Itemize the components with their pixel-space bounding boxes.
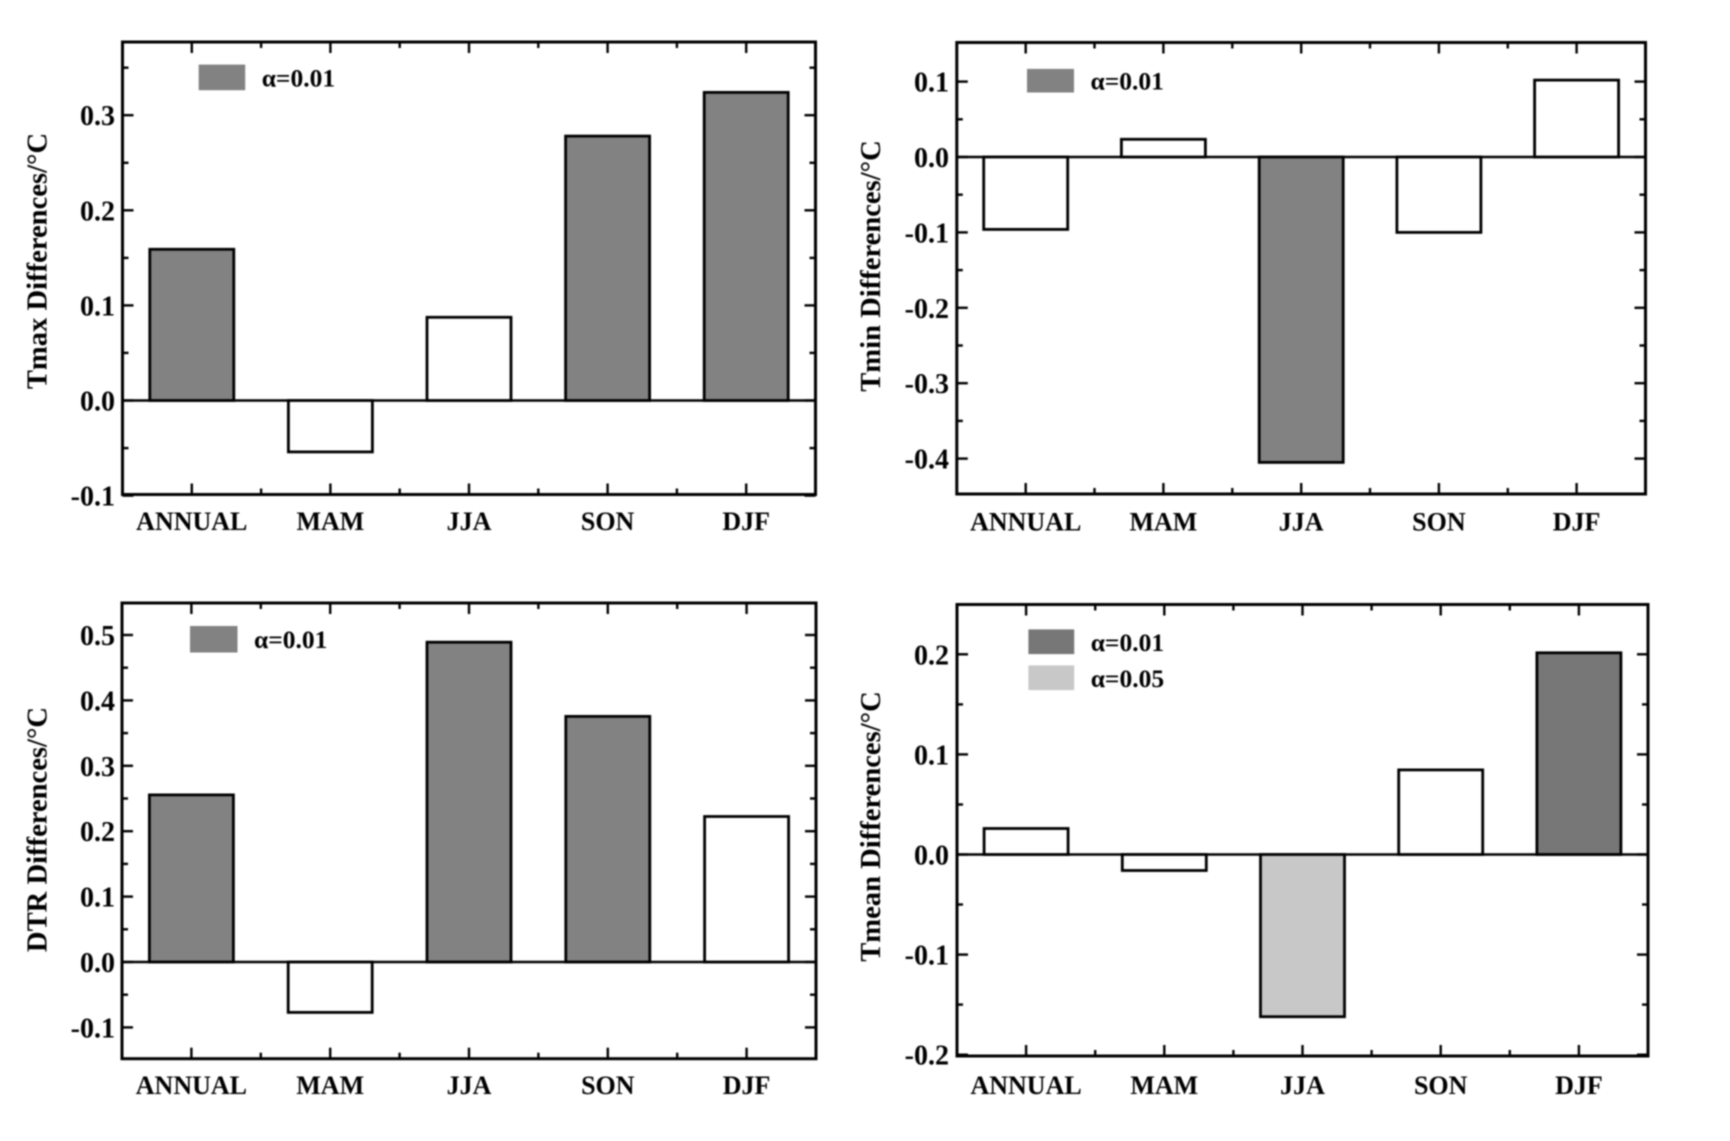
svg-text:0.0: 0.0: [80, 948, 115, 979]
svg-text:Tmean Differences/°C: Tmean Differences/°C: [856, 691, 887, 962]
svg-text:ANNUAL: ANNUAL: [970, 1071, 1081, 1100]
svg-text:0.0: 0.0: [914, 841, 949, 872]
svg-text:-0.4: -0.4: [905, 445, 949, 476]
svg-text:JJA: JJA: [447, 507, 492, 536]
svg-text:SON: SON: [1412, 508, 1466, 537]
svg-text:0.3: 0.3: [80, 101, 115, 132]
svg-text:0.2: 0.2: [80, 196, 115, 227]
svg-text:0.1: 0.1: [914, 740, 949, 771]
svg-text:JJA: JJA: [1280, 1071, 1325, 1100]
svg-text:-0.2: -0.2: [905, 294, 949, 325]
svg-text:ANNUAL: ANNUAL: [136, 507, 247, 536]
svg-text:0.0: 0.0: [914, 143, 949, 174]
svg-text:0.2: 0.2: [80, 817, 115, 848]
svg-text:α=0.01: α=0.01: [262, 63, 335, 92]
svg-text:-0.1: -0.1: [905, 218, 949, 249]
svg-text:0.1: 0.1: [914, 68, 949, 99]
svg-text:α=0.01: α=0.01: [1091, 67, 1164, 96]
svg-text:α=0.01: α=0.01: [254, 625, 327, 654]
svg-text:0.2: 0.2: [914, 640, 949, 671]
svg-text:-0.1: -0.1: [71, 1013, 115, 1044]
svg-text:α=0.05: α=0.05: [1091, 664, 1164, 693]
svg-text:Tmin Differences/°C: Tmin Differences/°C: [856, 140, 887, 392]
svg-text:0.0: 0.0: [80, 387, 115, 418]
svg-text:MAM: MAM: [1130, 1071, 1198, 1100]
svg-text:SON: SON: [581, 507, 635, 536]
svg-text:-0.1: -0.1: [71, 482, 115, 513]
svg-text:0.1: 0.1: [80, 291, 115, 322]
svg-text:α=0.01: α=0.01: [1091, 628, 1164, 657]
svg-text:DJF: DJF: [1555, 1071, 1603, 1100]
svg-text:0.1: 0.1: [80, 883, 115, 914]
svg-text:JJA: JJA: [447, 1071, 492, 1100]
svg-text:0.5: 0.5: [80, 621, 115, 652]
svg-text:DJF: DJF: [1553, 508, 1601, 537]
svg-text:SON: SON: [581, 1071, 635, 1100]
svg-text:-0.3: -0.3: [905, 369, 949, 400]
svg-text:SON: SON: [1414, 1071, 1468, 1100]
svg-text:Tmax Differences/°C: Tmax Differences/°C: [23, 133, 54, 389]
svg-text:-0.2: -0.2: [905, 1041, 949, 1072]
svg-text:DJF: DJF: [722, 507, 770, 536]
svg-text:0.4: 0.4: [80, 686, 115, 717]
svg-text:ANNUAL: ANNUAL: [970, 508, 1081, 537]
svg-text:0.3: 0.3: [80, 752, 115, 783]
svg-text:MAM: MAM: [296, 1071, 364, 1100]
svg-text:MAM: MAM: [296, 507, 364, 536]
svg-text:ANNUAL: ANNUAL: [136, 1071, 247, 1100]
svg-text:JJA: JJA: [1279, 508, 1324, 537]
svg-text:-0.1: -0.1: [905, 941, 949, 972]
svg-text:MAM: MAM: [1129, 508, 1197, 537]
svg-text:DJF: DJF: [723, 1071, 771, 1100]
svg-text:DTR Differences/°C: DTR Differences/°C: [23, 707, 54, 952]
